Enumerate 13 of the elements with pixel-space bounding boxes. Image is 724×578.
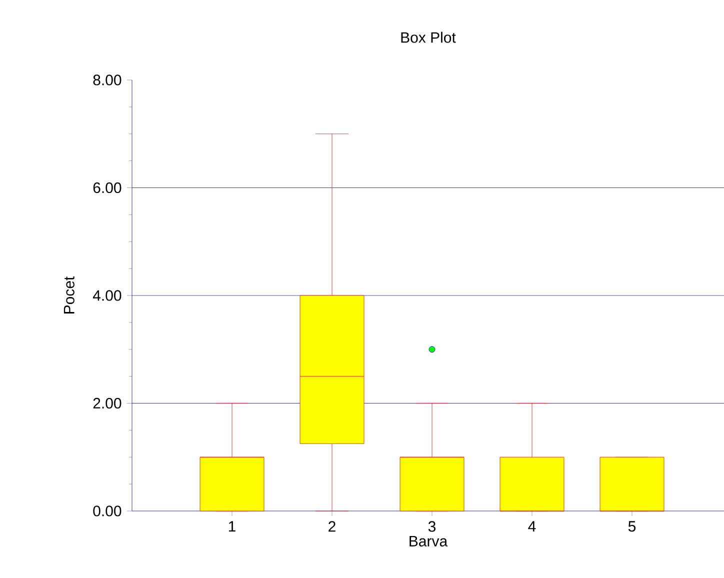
y-tick-label: 8.00 bbox=[93, 74, 122, 86]
x-tick-label: 4 bbox=[528, 521, 536, 532]
y-tick-label: 4.00 bbox=[92, 290, 122, 301]
x-tick-label: 3 bbox=[428, 521, 436, 532]
y-tick-label: 6.00 bbox=[93, 182, 122, 194]
y-tick-label: 2.00 bbox=[93, 398, 122, 409]
x-axis-title: Barva bbox=[410, 536, 448, 546]
chart-title: Box Plot bbox=[401, 32, 456, 43]
x-tick-label: 1 bbox=[228, 521, 236, 532]
y-tick-label: 0.00 bbox=[93, 506, 122, 516]
y-axis-title: Pocet bbox=[64, 276, 74, 314]
x-tick-label: 5 bbox=[628, 521, 636, 532]
x-tick-label: 2 bbox=[328, 521, 336, 532]
